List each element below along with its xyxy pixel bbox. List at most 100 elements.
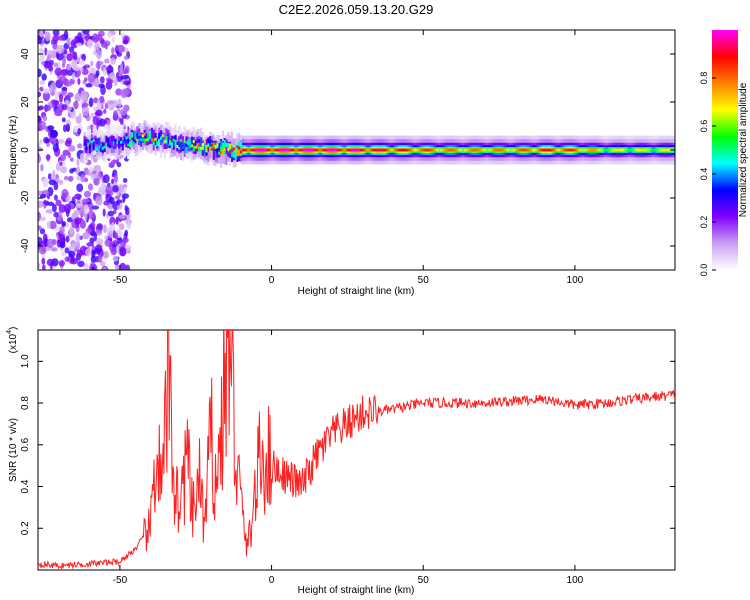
heatmap-cell — [39, 216, 46, 222]
heatmap-cell — [69, 168, 74, 174]
snr-multiplier-exponent: 4 — [6, 330, 13, 334]
heatmap-cell — [65, 197, 70, 203]
heatmap-cell — [72, 51, 76, 60]
heatmap-cell — [113, 110, 118, 119]
heatmap-cell — [69, 225, 74, 236]
heatmap-cell — [84, 177, 89, 183]
heatmap-cell — [245, 148, 248, 152]
heatmap-cell — [616, 148, 619, 152]
heatmap-cell — [87, 143, 90, 154]
heatmap-cell — [156, 140, 159, 147]
heatmap-cell — [600, 148, 603, 152]
heatmap-cell — [414, 148, 417, 152]
heatmap-cell — [96, 49, 102, 60]
heatmap-cell — [115, 88, 123, 96]
heatmap-cell — [482, 148, 485, 152]
heatmap-cell — [212, 147, 215, 150]
heatmap-cell — [48, 179, 56, 186]
heatmap-cell — [136, 133, 139, 139]
heatmap-cell — [127, 138, 130, 145]
heatmap-cell — [298, 148, 301, 152]
heatmap-cell — [584, 148, 587, 152]
heatmap-cell — [38, 142, 41, 148]
heatmap-cell — [287, 148, 290, 152]
heatmap-cell — [111, 36, 116, 44]
heatmap-cell — [76, 183, 84, 192]
heatmap-cell — [64, 247, 70, 254]
heatmap-cell — [531, 148, 534, 152]
heatmap-cell — [92, 144, 95, 151]
heatmap-cell — [88, 145, 92, 149]
heatmap-cell — [178, 136, 181, 151]
heatmap-cell — [199, 146, 203, 153]
heatmap-cell — [412, 148, 416, 152]
heatmap-cell — [51, 203, 57, 213]
snr-y-tick-label: 1.0 — [20, 354, 31, 368]
heatmap-cell — [223, 147, 226, 151]
heatmap-cell — [371, 148, 374, 152]
heatmap-cell — [436, 148, 439, 152]
heatmap-cell — [85, 139, 88, 145]
heatmap-cell — [52, 143, 59, 153]
heatmap-cell — [229, 150, 232, 154]
heatmap-cell — [112, 246, 117, 256]
heatmap-cell — [152, 129, 155, 140]
heatmap-cell — [207, 146, 210, 150]
snr-multiplier-base: (x10 — [8, 333, 19, 353]
spectrogram-y-tick-label: -40 — [20, 238, 31, 253]
heatmap-cell — [158, 139, 161, 145]
heatmap-cell — [536, 148, 539, 152]
heatmap-cell — [156, 140, 159, 144]
heatmap-cell — [75, 42, 82, 47]
heatmap-cell — [104, 235, 109, 240]
heatmap-cell — [565, 148, 568, 152]
heatmap-cell — [119, 246, 127, 257]
heatmap-cell — [316, 148, 319, 152]
heatmap-cell — [483, 148, 487, 152]
heatmap-cell — [178, 146, 181, 150]
heatmap-cell — [358, 148, 361, 152]
heatmap-cell — [498, 148, 501, 152]
heatmap-cell — [651, 148, 654, 152]
heatmap-cell — [241, 148, 244, 152]
heatmap-cell — [611, 148, 614, 152]
heatmap-cell — [400, 148, 403, 152]
heatmap-cell — [187, 141, 190, 145]
heatmap-cell — [97, 83, 105, 88]
heatmap-cell — [154, 133, 157, 139]
heatmap-cell — [454, 148, 457, 152]
svg-text:(x104): (x104) — [6, 327, 19, 354]
heatmap-cell — [203, 140, 206, 144]
heatmap-cell — [126, 84, 131, 90]
heatmap-cell — [98, 140, 101, 150]
heatmap-cell — [42, 115, 48, 122]
heatmap-cell — [469, 148, 472, 152]
heatmap-cell — [258, 148, 261, 152]
heatmap-cell — [48, 220, 57, 230]
heatmap-cell — [351, 148, 354, 152]
spectrogram-x-tick-label: 50 — [418, 275, 430, 286]
heatmap-cell — [230, 149, 234, 153]
heatmap-cell — [232, 147, 235, 151]
heatmap-cell — [104, 42, 108, 50]
heatmap-cell — [185, 147, 188, 153]
heatmap-cell — [422, 148, 425, 152]
heatmap-cell — [383, 148, 386, 152]
heatmap-cell — [107, 79, 114, 84]
heatmap-cell — [82, 232, 90, 240]
heatmap-cell — [429, 148, 432, 152]
heatmap-cell — [607, 148, 610, 152]
heatmap-cell — [529, 148, 532, 152]
heatmap-cell — [125, 141, 128, 148]
heatmap-cell — [199, 137, 203, 147]
colorbar: 0.0 0.2 0.4 0.6 0.8 Normalized spectral ampl… — [699, 30, 749, 276]
colorbar-label: Normalized spectral amplitude — [738, 82, 749, 217]
heatmap-cell — [227, 148, 230, 152]
spectrogram-x-tick-label: 100 — [567, 275, 584, 286]
heatmap-cell — [117, 98, 122, 108]
heatmap-cell — [119, 108, 128, 116]
heatmap-cell — [61, 86, 68, 91]
heatmap-cell — [167, 133, 170, 140]
heatmap-cell — [94, 137, 97, 144]
heatmap-cell — [325, 148, 328, 152]
